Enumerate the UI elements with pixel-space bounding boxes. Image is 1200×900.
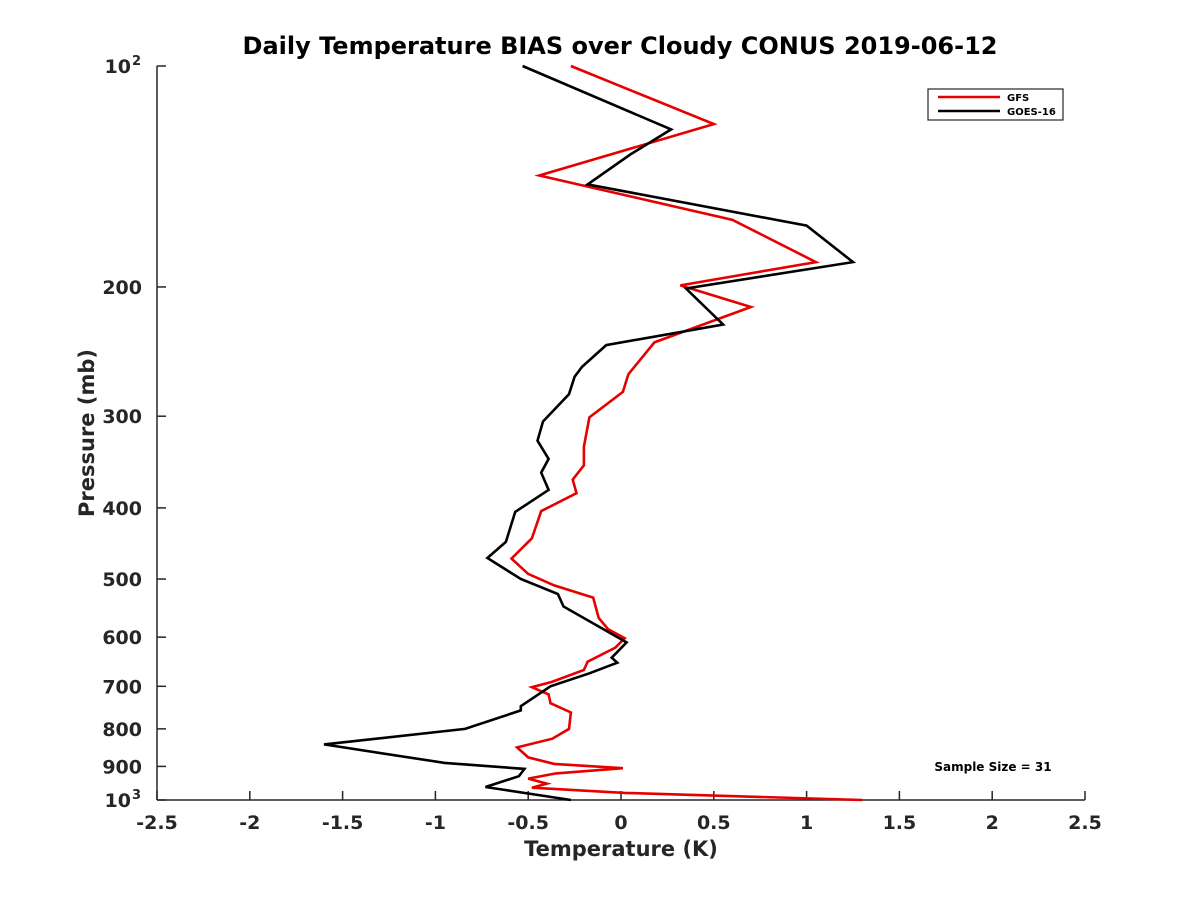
y-tick-label: 500 [102,569,142,591]
y-tick-label: 400 [102,498,142,520]
x-tick-label: 2.5 [1068,812,1102,834]
y-tick-label: 10 [105,56,131,78]
series-line-gfs [509,64,863,802]
data-series [323,64,863,802]
y-tick-label: 300 [102,406,142,428]
y-tick-label: 10 [105,790,131,812]
x-tick-label: -2 [239,812,260,834]
legend-box [927,88,1064,121]
y-tick-label: 600 [102,627,142,649]
x-tick-label: 1 [800,812,813,834]
x-tick-label: 0.5 [697,812,731,834]
series-line-goes-16 [323,64,857,802]
x-tick-label: -1 [425,812,446,834]
x-tick-label: -2.5 [136,812,178,834]
y-tick-label: 900 [102,756,142,778]
legend: GFS GOES-16 [927,88,1064,121]
y-tick-exponent: 3 [132,788,141,803]
x-tick-label: 2 [986,812,999,834]
x-axis-ticks: -2.5 -2 -1.5 -1 -0.5 0 0.5 1 1.5 2 2.5 [136,791,1102,834]
y-tick-label: 800 [102,719,142,741]
x-axis-label: Temperature (K) [524,837,718,861]
y-tick-label: 700 [102,676,142,698]
x-tick-label: 0 [614,812,627,834]
chart-title: Daily Temperature BIAS over Cloudy CONUS… [243,32,998,60]
legend-label: GOES-16 [1007,107,1056,118]
y-tick-exponent: 2 [132,54,141,69]
y-tick-label: 200 [102,277,142,299]
x-tick-label: 1.5 [883,812,917,834]
sample-size-annotation: Sample Size = 31 [934,760,1051,774]
legend-label: GFS [1007,93,1029,104]
x-tick-label: -1.5 [322,812,364,834]
x-tick-label: -0.5 [507,812,549,834]
y-axis-label: Pressure (mb) [75,349,99,517]
